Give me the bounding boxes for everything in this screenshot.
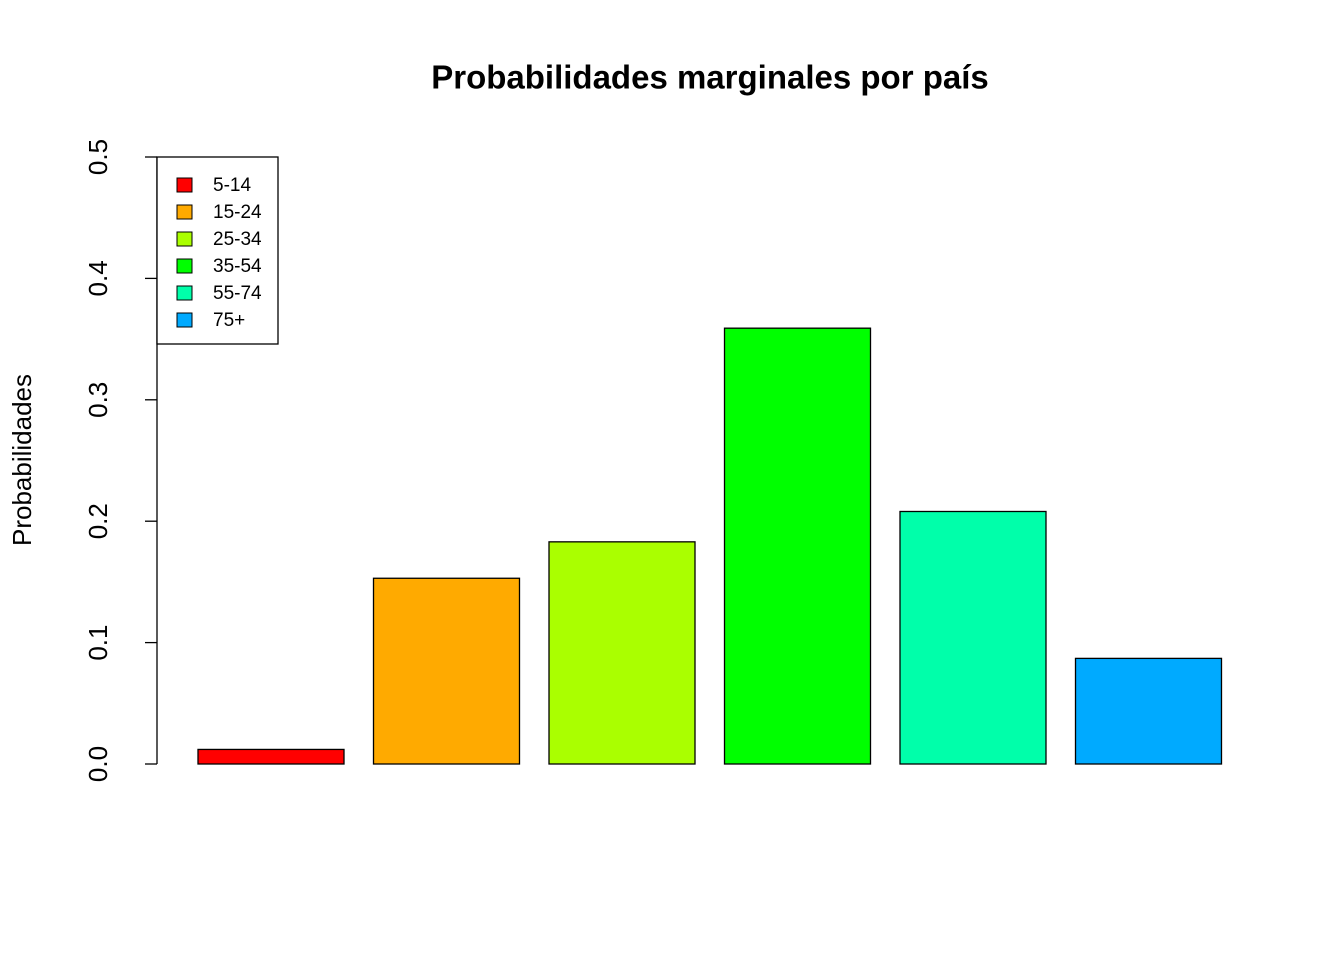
y-tick-label: 0.1 [83, 625, 113, 661]
chart-title: Probabilidades marginales por país [431, 59, 989, 96]
legend-label: 55-74 [213, 283, 262, 304]
legend-label: 15-24 [213, 202, 262, 223]
bar [548, 541, 696, 765]
legend-label: 5-14 [213, 175, 251, 196]
y-tick-label: 0.2 [83, 503, 113, 539]
y-tick-label: 0.5 [83, 139, 113, 175]
y-tick-label: 0.0 [83, 746, 113, 782]
y-tick-label: 0.4 [83, 260, 113, 296]
y-axis-label: Probabilidades [7, 374, 37, 546]
legend-label: 35-54 [213, 256, 262, 277]
legend-swatch [176, 285, 193, 301]
legend-swatch [176, 312, 193, 328]
legend-label: 25-34 [213, 229, 262, 250]
bar [1074, 657, 1223, 765]
bar [899, 510, 1047, 765]
y-tick-label: 0.3 [83, 382, 113, 418]
bar [197, 748, 345, 765]
bar [372, 577, 521, 765]
legend-swatch [176, 177, 193, 193]
legend-label: 75+ [213, 310, 245, 331]
bar [723, 327, 872, 765]
legend-swatch [176, 204, 193, 220]
legend-swatch [176, 231, 193, 247]
legend-swatch [176, 258, 193, 274]
